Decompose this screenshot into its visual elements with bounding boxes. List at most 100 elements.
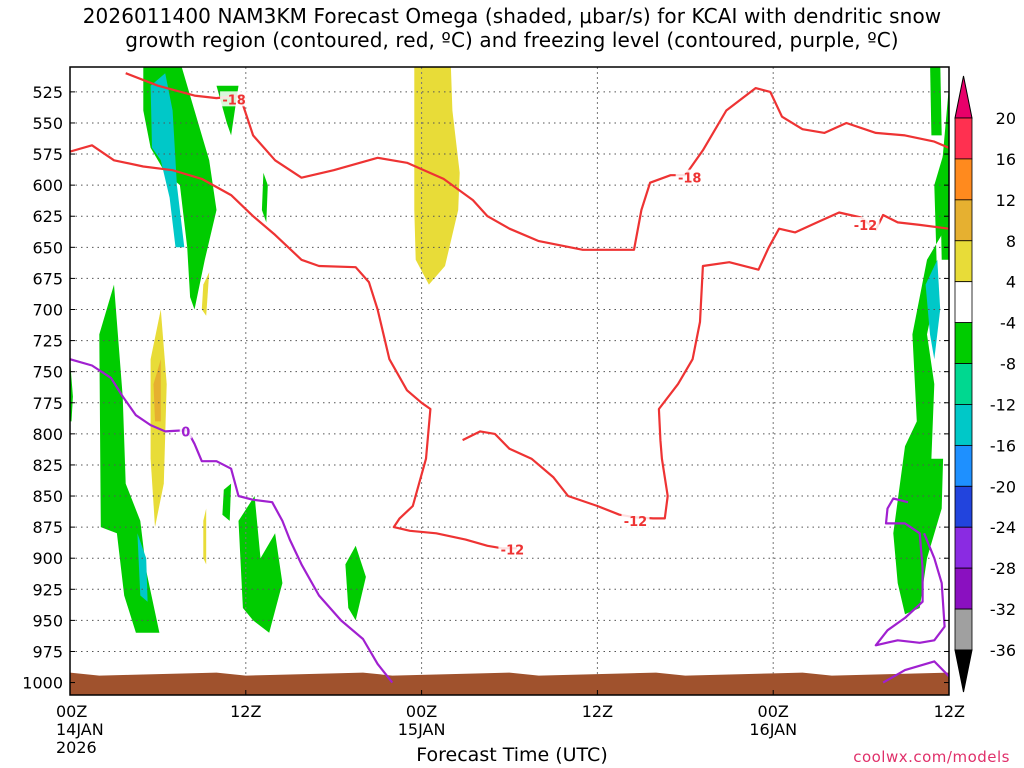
y-tick-label-675: 675 <box>32 269 63 288</box>
chart-title-line1: 2026011400 NAM3KM Forecast Omega (shaded… <box>82 4 942 28</box>
omega-region-8 <box>238 496 283 633</box>
x-tick-label-0-0: 00Z <box>56 702 87 721</box>
colorbar-tick-label-0: 20 <box>996 109 1016 128</box>
contour-label-0: -18 <box>222 93 246 108</box>
colorbar-swatch-12 <box>954 608 973 651</box>
colorbar-swatch-5 <box>954 322 973 364</box>
colorbar-tick-label-7: -12 <box>990 395 1016 414</box>
contour-label-3: -12 <box>624 515 648 530</box>
x-tick-label-48-1: 16JAN <box>749 720 797 739</box>
colorbar-swatch-9 <box>954 485 973 528</box>
contour-freezing-level-bottom <box>882 660 949 684</box>
colorbar-swatch-1 <box>954 158 973 201</box>
contour-dendritic-12-loop <box>462 211 949 520</box>
colorbar-tick-label-5: -4 <box>1000 314 1016 333</box>
colorbar-tick-label-4: 4 <box>1006 273 1016 292</box>
contour-label-bg-0 <box>220 91 249 107</box>
x-tick-label-0-2: 2026 <box>56 738 97 757</box>
colorbar-swatch-2 <box>954 199 973 242</box>
y-tick-label-725: 725 <box>32 332 63 351</box>
y-tick-label-825: 825 <box>32 456 63 475</box>
colorbar-swatch-10 <box>954 526 973 569</box>
colorbar-top-arrow <box>954 75 973 119</box>
colorbar-swatch-7 <box>954 404 973 446</box>
colorbar-swatch-8 <box>954 444 973 487</box>
colorbar-tick-label-8: -16 <box>990 436 1016 455</box>
colorbar-swatch-3 <box>954 240 973 283</box>
colorbar-tick-label-13: -36 <box>990 641 1016 660</box>
colorbar-swatch-0 <box>954 117 973 160</box>
y-tick-label-750: 750 <box>32 363 63 382</box>
chart-title-line2: growth region (contoured, red, ºC) and f… <box>125 28 899 52</box>
colorbar-tick-label-12: -32 <box>990 600 1016 619</box>
omega-region-9 <box>345 545 366 621</box>
x-tick-label-48-0: 00Z <box>758 702 789 721</box>
y-tick-label-600: 600 <box>32 176 63 195</box>
x-tick-label-36-0: 12Z <box>582 702 613 721</box>
omega-region-18 <box>203 508 207 565</box>
y-tick-label-550: 550 <box>32 114 63 133</box>
y-tick-label-525: 525 <box>32 83 63 102</box>
contour-label-2: -12 <box>854 219 878 234</box>
contour-label-4: -12 <box>501 544 525 559</box>
x-axis-label: Forecast Time (UTC) <box>416 744 608 766</box>
y-tick-label-900: 900 <box>32 549 63 568</box>
contour-dendritic-12-lower <box>70 144 503 550</box>
contour-label-bg-1 <box>675 169 704 185</box>
chart-title: 2026011400 NAM3KM Forecast Omega (shaded… <box>0 4 1024 52</box>
x-tick-label-24-0: 00Z <box>406 702 437 721</box>
colorbar-swatch-4 <box>954 281 973 324</box>
colorbar-swatch-6 <box>954 363 973 405</box>
omega-region-10 <box>893 135 949 615</box>
omega-region-12 <box>930 67 942 136</box>
contour-freezing-level-0 <box>70 358 394 684</box>
omega-region-3 <box>261 172 268 223</box>
plot-area: -18 -18 -12 -12 -12 0 <box>70 67 949 695</box>
omega-region-13 <box>940 85 949 260</box>
colorbar-tick-label-9: -20 <box>990 477 1016 496</box>
plot-frame <box>69 66 950 696</box>
x-tick-label-60-0: 12Z <box>934 702 965 721</box>
colorbar-swatch-11 <box>954 567 973 610</box>
y-tick-label-575: 575 <box>32 145 63 164</box>
terrain-ground <box>70 672 949 695</box>
y-tick-label-800: 800 <box>32 425 63 444</box>
x-tick-label-12-0: 12Z <box>230 702 261 721</box>
y-tick-label-850: 850 <box>32 487 63 506</box>
contour-label-bg-3 <box>621 512 650 528</box>
site-credit: coolwx.com/models <box>853 748 1010 766</box>
x-tick-label-0-1: 14JAN <box>56 720 104 739</box>
y-tick-label-625: 625 <box>32 207 63 226</box>
colorbar-tick-label-11: -28 <box>990 559 1016 578</box>
contour-label-5: 0 <box>181 425 190 440</box>
y-tick-label-775: 775 <box>32 394 63 413</box>
contour-label-bg-2 <box>851 216 880 232</box>
y-tick-label-925: 925 <box>32 580 63 599</box>
omega-region-1 <box>150 73 185 248</box>
y-tick-label-875: 875 <box>32 518 63 537</box>
y-tick-label-650: 650 <box>32 238 63 257</box>
contour-dendritic-12-upper <box>125 72 949 251</box>
colorbar-tick-label-10: -24 <box>990 518 1016 537</box>
colorbar-tick-label-3: 8 <box>1006 232 1016 251</box>
y-tick-label-700: 700 <box>32 300 63 319</box>
colorbar-tick-label-6: -8 <box>1000 355 1016 374</box>
contour-label-bg-4 <box>498 541 527 557</box>
omega-region-4 <box>99 284 160 633</box>
omega-region-16 <box>153 359 161 422</box>
omega-region-11 <box>925 259 941 360</box>
y-tick-label-975: 975 <box>32 642 63 661</box>
colorbar-bottom-arrow <box>954 649 973 693</box>
y-tick-label-950: 950 <box>32 611 63 630</box>
omega-region-7 <box>222 483 232 521</box>
omega-region-5 <box>137 533 148 602</box>
x-tick-label-24-1: 15JAN <box>398 720 446 739</box>
omega-region-17 <box>201 272 210 316</box>
contour-label-1: -18 <box>678 172 702 187</box>
contour-freezing-level-right <box>874 497 946 647</box>
colorbar-tick-label-2: 12 <box>996 191 1016 210</box>
contour-label-bg-5 <box>179 423 192 439</box>
y-tick-label-1000: 1000 <box>22 674 63 693</box>
colorbar-tick-label-1: 16 <box>996 150 1016 169</box>
